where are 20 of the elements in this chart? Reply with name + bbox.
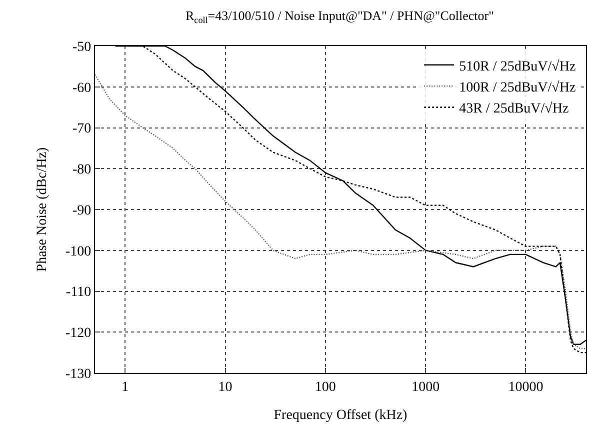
y-tick-label: -50 [72, 40, 92, 55]
chart-title: R$_{coll}$=43/100/510 / Noise Input@"DA" / PHN@"Collector" [185, 8, 494, 25]
y-tick-label: -80 [72, 162, 92, 178]
y-tick-label: -70 [72, 122, 92, 137]
y-tick-label: -90 [72, 203, 92, 218]
y-axis-title: Phase Noise (dBc/Hz) [35, 146, 50, 272]
y-tick-label: -120 [66, 326, 92, 342]
x-axis-title: Frequency Offset (kHz) [274, 408, 408, 424]
y-tick-label: -110 [66, 285, 92, 300]
x-tick-label: 10000 [508, 380, 544, 395]
legend-label: 100R / 25dBuV/√Hz [459, 80, 576, 96]
legend-label: 43R / 25dBuV/√Hz [459, 100, 569, 117]
x-tick-label: 1 [122, 380, 129, 395]
x-tick-label: 1000 [412, 380, 440, 395]
y-tick-label: -100 [66, 244, 92, 260]
legend-label: 510R / 25dBuV/√Hz [459, 58, 576, 74]
x-tick-label: 100 [314, 380, 336, 395]
y-tick-label: -60 [72, 80, 92, 96]
y-tick-label: -130 [66, 366, 92, 382]
x-tick-label: 10 [218, 380, 232, 395]
